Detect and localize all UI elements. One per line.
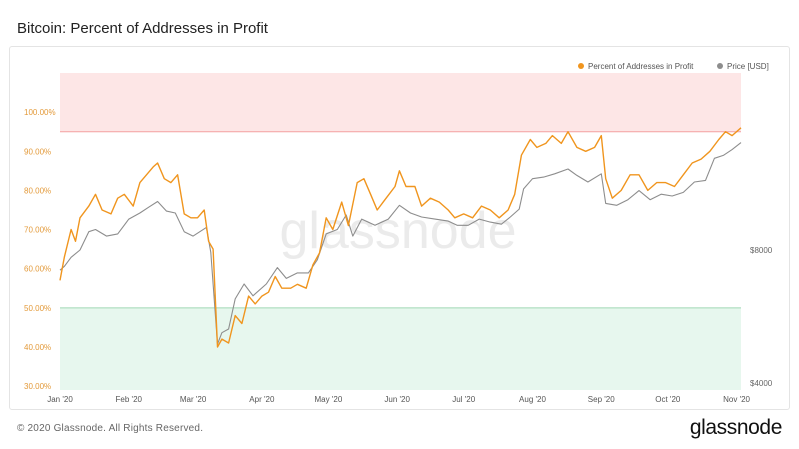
zone-lower xyxy=(60,307,741,390)
x-tick-label: May '20 xyxy=(315,395,343,404)
legend-label-profit: Percent of Addresses in Profit xyxy=(588,62,694,71)
legend: Percent of Addresses in Profit Price [US… xyxy=(578,62,769,71)
x-tick-label: Feb '20 xyxy=(116,395,143,404)
y-tick-label: 100.00% xyxy=(24,108,56,117)
page-title: Bitcoin: Percent of Addresses in Profit xyxy=(17,20,268,37)
glassnode-logo: glassnode xyxy=(689,416,783,439)
zone-upper xyxy=(60,73,741,132)
y-right-tick-label: $4000 xyxy=(750,379,773,388)
threshold-zones xyxy=(60,73,741,390)
copyright-text: © 2020 Glassnode. All Rights Reserved. xyxy=(17,423,204,434)
y-axis-right: $4000 $8000 xyxy=(750,246,773,388)
x-tick-label: Nov '20 xyxy=(723,395,750,404)
y-tick-label: 50.00% xyxy=(24,304,51,313)
x-tick-label: Jul '20 xyxy=(452,395,475,404)
y-axis-left: 30.00% 40.00% 50.00% 60.00% 70.00% 80.00% 90.0… xyxy=(24,108,56,391)
x-tick-label: Jan '20 xyxy=(47,395,73,404)
y-tick-label: 90.00% xyxy=(24,147,51,156)
x-tick-label: Apr '20 xyxy=(249,395,275,404)
watermark: glassnode xyxy=(279,202,516,260)
x-tick-label: Oct '20 xyxy=(655,395,681,404)
legend-label-price: Price [USD] xyxy=(727,62,769,71)
series-line-price xyxy=(59,142,742,345)
x-tick-label: Mar '20 xyxy=(180,395,207,404)
x-tick-label: Aug '20 xyxy=(519,395,546,404)
y-tick-label: 40.00% xyxy=(24,343,51,352)
series-line-profit xyxy=(59,127,742,348)
x-axis: Jan '20 Feb '20 Mar '20 Apr '20 May '20 Jun '… xyxy=(47,395,750,404)
legend-marker-price xyxy=(717,63,723,69)
y-right-tick-label: $8000 xyxy=(750,246,773,255)
x-tick-label: Sep '20 xyxy=(588,395,615,404)
series-layer xyxy=(59,127,742,348)
x-tick-label: Jun '20 xyxy=(384,395,410,404)
y-tick-label: 60.00% xyxy=(24,265,51,274)
y-tick-label: 70.00% xyxy=(24,226,51,235)
y-tick-label: 30.00% xyxy=(24,382,51,391)
y-tick-label: 80.00% xyxy=(24,186,51,195)
legend-marker-profit xyxy=(578,63,584,69)
